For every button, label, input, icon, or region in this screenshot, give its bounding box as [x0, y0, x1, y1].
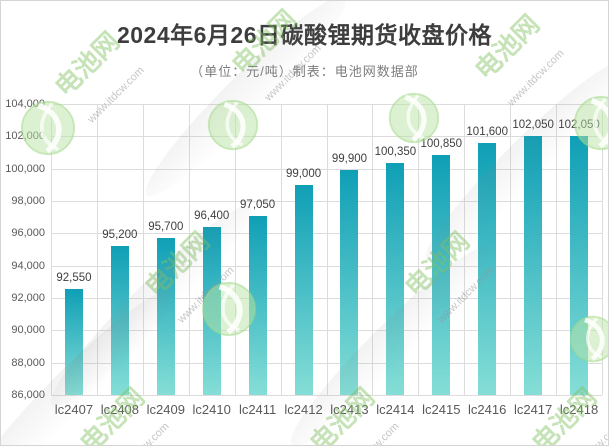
- gridline-vertical: [602, 104, 603, 395]
- watermark-sphere-logo: [207, 99, 259, 151]
- gridline-vertical: [142, 104, 144, 395]
- bar-value-label: 102,050: [558, 118, 600, 131]
- sphere-logo-icon: [207, 99, 259, 151]
- bar: [386, 163, 405, 395]
- gridline-vertical: [556, 104, 558, 395]
- gridline-vertical: [372, 104, 374, 395]
- bar: [340, 170, 359, 395]
- x-axis-category-label: lc2417: [513, 402, 553, 417]
- x-axis-category-label: lc2411: [238, 402, 277, 417]
- bar: [432, 154, 451, 395]
- bar-value-label: 92,550: [56, 272, 92, 285]
- bar-value-label: 96,400: [194, 209, 230, 222]
- gridline-horizontal: [51, 395, 602, 396]
- bar-value-label: 97,050: [240, 199, 276, 212]
- y-axis-tick-label: 96,000: [11, 227, 45, 240]
- y-axis-tick-label: 98,000: [11, 195, 45, 207]
- gridline-vertical: [280, 104, 282, 395]
- chart-subtitle: （单位：元/吨）制表：电池网数据部: [190, 64, 419, 79]
- x-axis-category-label: lc2416: [468, 402, 507, 417]
- bar-value-label: 95,200: [102, 229, 138, 242]
- y-axis-tick-label: 92,000: [11, 292, 45, 304]
- bar: [570, 135, 589, 395]
- x-axis-category-label: lc2409: [146, 402, 185, 417]
- x-axis-category-label: lc2407: [54, 402, 94, 417]
- x-axis-category-label: lc2408: [100, 402, 140, 417]
- bar: [524, 135, 543, 395]
- gridline-vertical: [51, 104, 52, 395]
- x-axis-category-label: lc2415: [422, 402, 461, 417]
- bar-value-label: 102,050: [512, 118, 554, 131]
- x-axis-category-label: lc2418: [559, 402, 599, 417]
- bar: [64, 289, 83, 395]
- gridline-vertical: [418, 104, 420, 395]
- x-axis-category-label: lc2413: [330, 402, 369, 417]
- gridline-vertical: [326, 104, 328, 395]
- x-axis-category-label: lc2410: [192, 402, 231, 417]
- y-axis-tick-label: 88,000: [11, 356, 45, 369]
- y-axis-tick-label: 102,000: [5, 130, 45, 143]
- gridline-vertical: [188, 104, 190, 395]
- bar-value-label: 100,850: [420, 137, 463, 150]
- gridline-vertical: [234, 104, 236, 395]
- bar: [156, 238, 175, 395]
- bar-value-label: 95,700: [148, 221, 184, 234]
- bar-value-label: 100,350: [374, 146, 417, 158]
- gridline-vertical: [96, 104, 98, 395]
- y-axis-tick-label: 104,000: [5, 98, 45, 110]
- watermark-url-text: www.itdcw.com: [110, 420, 171, 445]
- chart-title: 2024年6月26日碳酸锂期货收盘价格: [116, 22, 493, 48]
- bar: [110, 246, 129, 395]
- bar-value-label: 101,600: [466, 125, 508, 138]
- bar-value-label: 99,000: [285, 167, 322, 180]
- gridline-vertical: [510, 104, 512, 395]
- y-axis-tick-label: 86,000: [11, 389, 45, 401]
- x-axis-category-label: lc2414: [376, 402, 415, 417]
- bar: [294, 184, 313, 395]
- bar: [202, 226, 221, 395]
- bar: [248, 216, 267, 395]
- y-axis-tick-label: 94,000: [11, 259, 45, 272]
- watermark-url-text: www.itdcw.com: [562, 420, 608, 445]
- bar-value-label: 99,900: [331, 153, 368, 166]
- y-axis-tick-label: 100,000: [5, 162, 45, 175]
- x-axis-category-label: lc2412: [284, 402, 323, 417]
- y-axis-tick-label: 90,000: [11, 324, 45, 337]
- watermark-url-text: www.itdcw.com: [340, 420, 401, 445]
- bar: [478, 142, 497, 395]
- gridline-vertical: [464, 104, 466, 395]
